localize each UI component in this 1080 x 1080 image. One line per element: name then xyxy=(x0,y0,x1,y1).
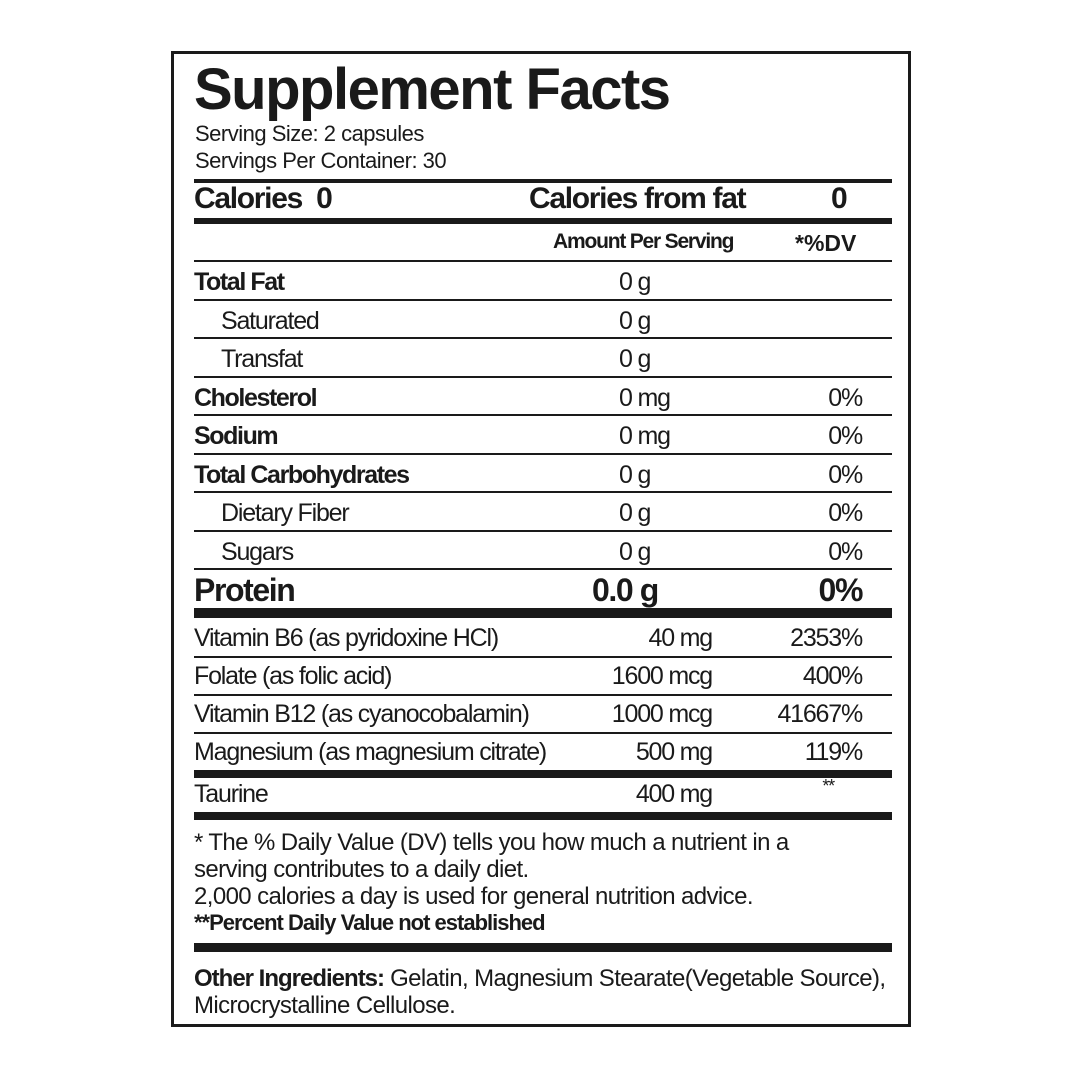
vitamin-dv: 400% xyxy=(802,662,863,690)
divider xyxy=(194,337,892,339)
divider xyxy=(194,608,892,618)
nutrient-row: Sugars 0 g 0% xyxy=(194,532,892,570)
nutrient-name: Protein xyxy=(194,572,296,608)
divider xyxy=(194,260,892,262)
nutrient-dv: ** xyxy=(822,776,835,796)
nutrient-amount: 0 mg xyxy=(619,383,671,412)
vitamin-name: Folate (as folic acid) xyxy=(194,662,392,690)
other-ingredients-text: Gelatin, Magnesium Stearate(Vegetable So… xyxy=(384,965,886,992)
divider xyxy=(194,568,892,570)
divider xyxy=(194,452,892,455)
supplement-facts-panel: Supplement Facts Serving Size: 2 capsule… xyxy=(171,51,911,1027)
nutrient-row: Total Fat 0 g xyxy=(194,262,892,300)
vitamin-name: Vitamin B6 (as pyridoxine HCl) xyxy=(194,624,499,652)
nutrient-amount: 400 mg xyxy=(635,780,713,808)
vitamin-dv: 41667% xyxy=(777,700,863,728)
nutrient-name: Dietary Fiber xyxy=(221,499,350,527)
vitamin-name: Vitamin B12 (as cyanocobalamin) xyxy=(194,700,530,728)
nutrient-amount: 0 g xyxy=(619,345,651,373)
divider xyxy=(194,218,892,224)
other-ingredients-line-2: Microcrystalline Cellulose. xyxy=(194,992,456,1019)
nutrient-name: Taurine xyxy=(194,780,269,808)
vitamin-row: Vitamin B6 (as pyridoxine HCl) 40 mg 2353% xyxy=(194,618,892,656)
nutrient-row: Dietary Fiber 0 g 0% xyxy=(194,493,892,531)
divider xyxy=(194,694,892,696)
vitamin-row: Folate (as folic acid) 1600 mcg 400% xyxy=(194,656,892,694)
calories-value: 0 xyxy=(316,182,333,215)
nutrient-dv: 0% xyxy=(828,383,863,412)
nutrient-amount: 0 g xyxy=(619,460,651,489)
nutrient-row: Transfat 0 g xyxy=(194,339,892,377)
nutrient-amount: 0 g xyxy=(619,306,651,335)
calories-from-fat-value: 0 xyxy=(831,182,848,215)
vitamin-name: Magnesium (as magnesium citrate) xyxy=(194,738,547,766)
nutrient-amount: 0 g xyxy=(619,537,651,566)
other-ingredients-label: Other Ingredients: xyxy=(194,965,385,992)
nutrient-dv: 0% xyxy=(828,422,863,450)
other-ingredients: Other Ingredients: Gelatin, Magnesium St… xyxy=(194,965,886,992)
nutrient-name: Transfat xyxy=(221,345,303,373)
nutrient-row: Sodium 0 mg 0% xyxy=(194,416,892,454)
divider xyxy=(194,529,892,532)
nutrient-row: Saturated 0 g xyxy=(194,301,892,339)
vitamin-dv: 119% xyxy=(804,738,864,766)
nutrient-amount: 0.0 g xyxy=(592,572,659,608)
nutrient-name: Total Carbohydrates xyxy=(194,460,410,489)
vitamin-dv: 2353% xyxy=(790,624,863,652)
taurine-row: Taurine 400 mg ** xyxy=(194,774,892,812)
servings-per-container: Servings Per Container: 30 xyxy=(195,148,447,173)
calories-row: Calories 0 xyxy=(194,182,333,216)
footnote-line-4: **Percent Daily Value not established xyxy=(194,910,546,935)
divider xyxy=(194,770,892,778)
nutrient-name: Saturated xyxy=(221,306,320,335)
nutrient-amount: 0 g xyxy=(619,268,651,296)
nutrient-name: Sodium xyxy=(194,422,279,450)
vitamin-amount: 1000 mcg xyxy=(611,700,713,728)
vitamin-amount: 40 mg xyxy=(648,624,714,652)
nutrient-dv: 0% xyxy=(828,460,863,489)
nutrient-dv: 0% xyxy=(828,537,863,566)
footnote-line-2: serving contributes to a daily diet. xyxy=(194,856,529,883)
nutrient-row: Total Carbohydrates 0 g 0% xyxy=(194,455,892,493)
divider xyxy=(194,732,892,734)
protein-row: Protein 0.0 g 0% xyxy=(194,570,892,608)
amount-header: Amount Per Serving xyxy=(553,230,734,253)
divider xyxy=(194,414,892,416)
footnote-line-3: 2,000 calories a day is used for general… xyxy=(194,883,753,910)
nutrient-amount: 0 mg xyxy=(619,422,671,450)
footnote-line-1: * The % Daily Value (DV) tells you how m… xyxy=(194,829,789,856)
divider xyxy=(194,298,892,301)
vitamin-row: Vitamin B12 (as cyanocobalamin) 1000 mcg 4… xyxy=(194,694,892,732)
divider xyxy=(194,943,892,952)
calories-from-fat-label: Calories from fat xyxy=(529,182,747,215)
divider xyxy=(194,179,892,183)
panel-title: Supplement Facts xyxy=(194,57,671,122)
nutrient-dv: 0% xyxy=(818,572,864,608)
divider xyxy=(194,812,892,820)
divider xyxy=(194,656,892,658)
dv-header: *%DV xyxy=(795,230,857,256)
divider xyxy=(194,491,892,493)
nutrient-name: Cholesterol xyxy=(194,383,318,412)
vitamin-amount: 1600 mcg xyxy=(611,662,713,690)
vitamin-row: Magnesium (as magnesium citrate) 500 mg 11… xyxy=(194,732,892,770)
nutrient-row: Cholesterol 0 mg 0% xyxy=(194,378,892,416)
calories-label: Calories xyxy=(194,182,303,215)
divider xyxy=(194,375,892,378)
nutrient-dv: 0% xyxy=(828,499,863,527)
vitamin-amount: 500 mg xyxy=(635,738,713,766)
serving-size: Serving Size: 2 capsules xyxy=(195,121,424,146)
nutrient-name: Sugars xyxy=(221,537,294,566)
nutrient-name: Total Fat xyxy=(194,268,285,296)
nutrient-amount: 0 g xyxy=(619,499,651,527)
